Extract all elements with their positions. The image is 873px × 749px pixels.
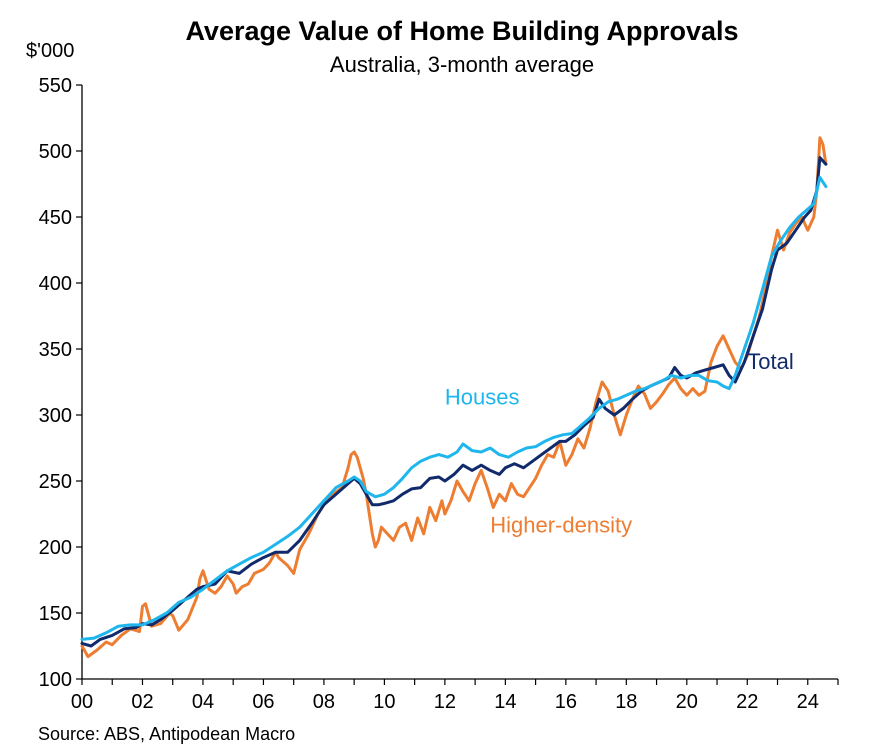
x-tick-label: 10: [373, 691, 395, 713]
y-tick-label: 250: [39, 471, 72, 493]
series-label-higher-density: Higher-density: [490, 512, 632, 537]
x-tick-label: 16: [555, 691, 577, 713]
x-tick-label: 20: [676, 691, 698, 713]
x-tick-label: 00: [71, 691, 93, 713]
y-tick-label: 350: [39, 339, 72, 361]
series-lines: [80, 136, 828, 659]
y-tick-label: 550: [39, 75, 72, 97]
x-tick-label: 14: [494, 691, 516, 713]
y-tick-label: 450: [39, 207, 72, 229]
x-tick-label: 24: [797, 691, 819, 713]
y-tick-label: 150: [39, 603, 72, 625]
x-tick-label: 06: [252, 691, 274, 713]
y-tick-label: 300: [39, 405, 72, 427]
y-tick-label: 400: [39, 273, 72, 295]
y-tick-label: 500: [39, 141, 72, 163]
x-tick-label: 02: [131, 691, 153, 713]
chart-title: Average Value of Home Building Approvals: [185, 16, 738, 46]
x-tick-label: 18: [615, 691, 637, 713]
source-note: Source: ABS, Antipodean Macro: [38, 724, 295, 744]
y-tick-label: 100: [39, 669, 72, 691]
y-tick-labels: 100 150 200 250 300 350 400 450 500 550: [39, 75, 72, 691]
series-label-total: Total: [747, 349, 793, 374]
x-tick-label: 12: [434, 691, 456, 713]
y-axis-unit: $'000: [26, 40, 74, 62]
x-tick-labels: 00 02 04 06 08 10 12 14 16 18 20 22 24: [71, 691, 819, 713]
series-labels: Houses Total Higher-density: [445, 349, 794, 538]
series-label-houses: Houses: [445, 384, 520, 409]
series-line-higher-density: [80, 136, 828, 659]
x-tick-label: 04: [192, 691, 214, 713]
axes: [76, 84, 839, 685]
y-tick-label: 200: [39, 537, 72, 559]
x-tick-label: 08: [313, 691, 335, 713]
chart-subtitle: Australia, 3-month average: [330, 52, 594, 77]
series-line-houses: [80, 175, 828, 641]
x-tick-label: 22: [736, 691, 758, 713]
